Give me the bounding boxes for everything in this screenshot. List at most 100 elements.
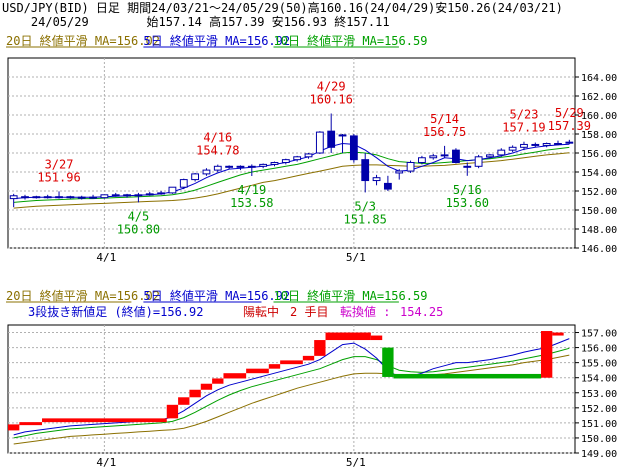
candle-body — [520, 143, 528, 148]
candle-body — [542, 143, 551, 146]
annotation-value: 153.60 — [446, 196, 489, 210]
status-state: 陽転中 — [243, 304, 279, 319]
break-bricks — [8, 331, 564, 431]
y-tick-label: 146.00 — [581, 244, 617, 255]
candle-body — [100, 194, 109, 199]
break-status: 3段抜き新値足 (終値)=156.92 陽転中 2 手目 転換値 : 154.25 — [28, 304, 443, 319]
y-tick-label: 152.00 — [581, 187, 617, 198]
candle-body — [157, 192, 165, 195]
candle-body — [429, 155, 438, 159]
y-tick-label: 154.00 — [581, 168, 617, 179]
candle-body — [55, 196, 63, 199]
y-tick-label: 153.00 — [581, 389, 617, 400]
y-tick-label: 150.00 — [581, 206, 617, 217]
break-brick-up — [268, 364, 281, 369]
annotation-value: 154.78 — [196, 144, 239, 158]
candle-body — [191, 173, 200, 181]
candle-body — [270, 162, 279, 165]
candle-body — [213, 165, 222, 171]
y-tick-label: 164.00 — [581, 73, 617, 84]
top-x-axis: 4/1 5/1 — [96, 251, 365, 264]
candle-body — [179, 179, 188, 188]
break-brick-up — [189, 389, 201, 398]
break-brick-up — [19, 422, 43, 426]
candle-body — [259, 163, 268, 167]
candle-body — [554, 143, 562, 145]
candle-body — [531, 143, 540, 146]
candle-body — [361, 159, 370, 182]
y-tick-label: 156.00 — [581, 149, 617, 160]
break-brick-up — [325, 332, 371, 341]
latest-ohlc: 24/05/29 始157.14 高157.39 安156.93 終157.11 — [2, 15, 390, 29]
candle-body — [406, 162, 415, 172]
y-tick-label: 148.00 — [581, 225, 617, 236]
candle-body — [383, 182, 392, 190]
candle-body — [486, 154, 494, 158]
candle-body — [32, 196, 41, 199]
annotation-value: 157.39 — [548, 119, 591, 133]
plot-frame — [7, 324, 576, 454]
candle-body — [304, 153, 313, 158]
break-brick-up — [370, 335, 383, 341]
ma5-line — [13, 338, 570, 436]
status-count: 2 手目 — [290, 305, 328, 319]
break-brick-up — [246, 368, 269, 374]
break-brick-up — [200, 383, 213, 390]
status-reversal-label: 転換値 : — [340, 304, 390, 319]
legend-entry: 5日 終値平滑 MA=156.92 — [143, 288, 290, 303]
bottom-moving-averages — [13, 338, 570, 445]
y-tick-label: 156.00 — [581, 344, 617, 355]
candle-body — [145, 193, 154, 196]
break-brick-up — [540, 331, 553, 378]
y-tick-label: 151.00 — [581, 419, 617, 430]
y-tick-label: 160.00 — [581, 111, 617, 122]
top-grid — [7, 57, 576, 249]
annotation-value: 153.58 — [230, 196, 273, 210]
break-brick-up — [302, 355, 315, 361]
bottom-grid — [7, 324, 576, 454]
legend-entry: 20日 終値平滑 MA=156.02 — [6, 288, 160, 303]
break-brick-down — [393, 373, 541, 379]
annotation-value: 157.19 — [502, 121, 545, 135]
bottom-x-axis: 4/1 5/1 — [96, 456, 365, 469]
legend-entry: 10日 終値平滑 MA=156.59 — [274, 33, 428, 48]
annotation-date: 4/29 — [317, 79, 346, 93]
y-tick-label: 157.00 — [581, 329, 617, 340]
candle-body — [440, 154, 449, 157]
break-brick-up — [8, 424, 20, 431]
candle-body — [134, 194, 143, 197]
x-tick-label: 5/1 — [346, 251, 366, 264]
annotation-date: 4/16 — [203, 131, 232, 145]
status-name: 3段抜き新値足 (終値)=156.92 — [28, 304, 203, 319]
annotation-date: 4/19 — [237, 183, 266, 197]
annotation-date: 5/3 — [354, 199, 376, 213]
break-brick-up — [552, 332, 564, 336]
y-tick-label: 155.00 — [581, 359, 617, 370]
candle-body — [418, 157, 426, 163]
legend-entry: 20日 終値平滑 MA=156.02 — [6, 33, 160, 48]
candle-body — [349, 135, 358, 161]
x-tick-label: 4/1 — [96, 456, 116, 469]
candle-body — [463, 165, 472, 168]
legend-entry: 5日 終値平滑 MA=156.92 — [143, 33, 290, 48]
y-tick-label: 154.00 — [581, 374, 617, 385]
candle-body — [327, 130, 336, 148]
candle-body — [293, 156, 302, 161]
candle-body — [565, 141, 574, 144]
candle-body — [395, 170, 404, 174]
candle-body — [247, 165, 256, 168]
annotation-date: 5/29 — [555, 106, 584, 120]
break-brick-up — [223, 373, 247, 379]
annotation-value: 151.96 — [37, 170, 80, 184]
break-brick-up — [42, 418, 167, 423]
ma20-line — [13, 354, 570, 445]
annotation-value: 151.85 — [344, 212, 387, 226]
annotation-date: 4/5 — [128, 209, 150, 223]
candle-body — [43, 196, 52, 199]
annotation-value: 156.75 — [423, 125, 466, 139]
